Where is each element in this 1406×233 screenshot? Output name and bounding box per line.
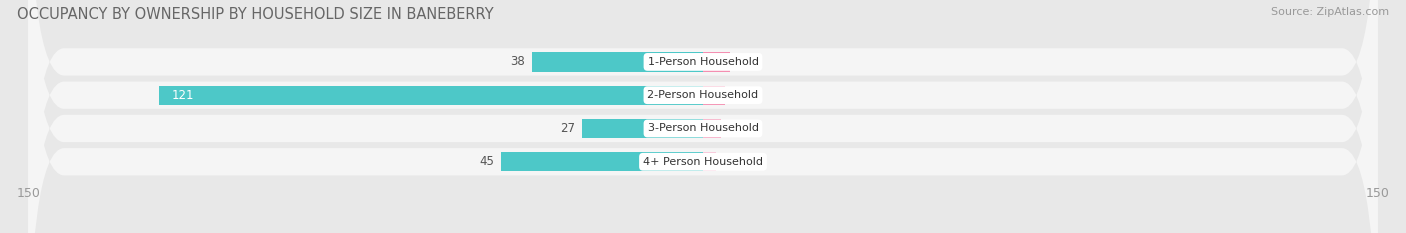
Text: 3-Person Household: 3-Person Household xyxy=(648,123,758,134)
Text: Source: ZipAtlas.com: Source: ZipAtlas.com xyxy=(1271,7,1389,17)
FancyBboxPatch shape xyxy=(28,0,1378,233)
Text: 45: 45 xyxy=(479,155,494,168)
Bar xyxy=(159,86,703,105)
Bar xyxy=(703,119,721,138)
FancyBboxPatch shape xyxy=(28,0,1378,233)
Text: 121: 121 xyxy=(172,89,194,102)
Bar xyxy=(501,152,703,171)
Text: 6: 6 xyxy=(737,55,744,69)
Text: 4: 4 xyxy=(728,122,735,135)
FancyBboxPatch shape xyxy=(28,0,1378,233)
Bar xyxy=(703,52,730,72)
Text: 1-Person Household: 1-Person Household xyxy=(648,57,758,67)
Bar xyxy=(582,119,703,138)
Text: 5: 5 xyxy=(733,89,740,102)
Bar xyxy=(531,52,703,72)
Text: 2-Person Household: 2-Person Household xyxy=(647,90,759,100)
Text: 27: 27 xyxy=(560,122,575,135)
FancyBboxPatch shape xyxy=(28,0,1378,233)
Bar xyxy=(703,152,717,171)
Bar xyxy=(703,86,725,105)
Text: 0: 0 xyxy=(723,155,731,168)
Text: 4+ Person Household: 4+ Person Household xyxy=(643,157,763,167)
Text: 38: 38 xyxy=(510,55,526,69)
Text: OCCUPANCY BY OWNERSHIP BY HOUSEHOLD SIZE IN BANEBERRY: OCCUPANCY BY OWNERSHIP BY HOUSEHOLD SIZE… xyxy=(17,7,494,22)
